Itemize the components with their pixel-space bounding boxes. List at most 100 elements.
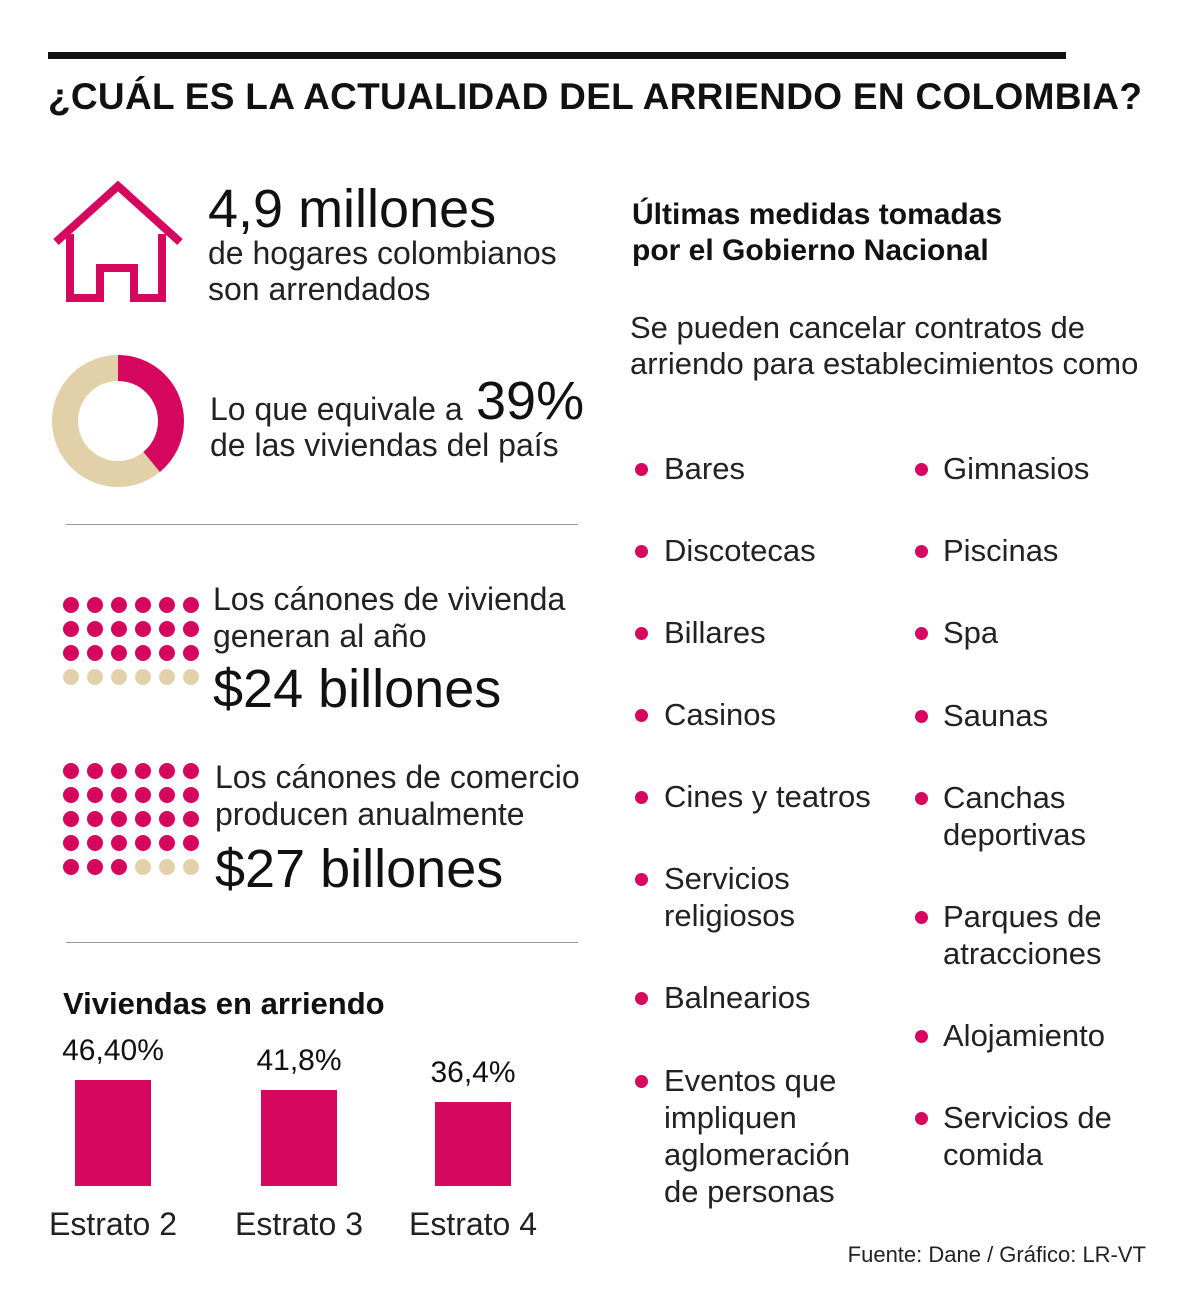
comercio-value: $27 billones [215,839,504,899]
list-item-line: deportivas [943,817,1087,852]
list-item-line: Servicios de [943,1100,1112,1135]
list-item: Balnearios [664,979,810,1016]
porcentaje-line1: Lo que equivale a [210,391,463,427]
list-item: Bares [664,450,745,487]
dot-filled [87,621,103,637]
medidas-title-line1: Últimas medidas tomadas [632,198,1003,231]
house-icon [53,180,183,302]
bar-value-label: 41,8% [256,1044,342,1078]
medidas-intro: Se pueden cancelar contratos de arriendo… [630,310,1138,382]
dot-filled [87,787,103,803]
list-item: Eventos que impliquen aglomeración de perso… [664,1062,850,1210]
list-item-line: Bares [664,451,745,486]
dot-filled [135,621,151,637]
medidas-intro-line2: arriendo para establecimientos como [630,346,1139,381]
list-item-line: Parques de [943,899,1102,934]
dot-filled [111,645,127,661]
dot-filled [159,597,175,613]
bullet-icon [635,791,648,804]
bullet-icon [915,792,928,805]
hogares-line2: son arrendados [208,271,431,307]
bullet-icon [915,911,928,924]
vivienda-line2: generan al año [213,618,427,654]
dot-filled [111,763,127,779]
bullet-icon [915,627,928,640]
comercio-dot-matrix [63,763,199,875]
dot-empty [87,669,103,685]
list-item-line: Spa [943,615,999,650]
comercio-line2: producen anualmente [215,796,525,832]
dot-filled [111,859,127,875]
list-item: Discotecas [664,532,816,569]
divider-1 [66,524,578,525]
list-item-line: impliquen [664,1100,797,1135]
dot-empty [159,669,175,685]
dot-filled [63,859,79,875]
dot-filled [135,597,151,613]
dot-filled [135,763,151,779]
dot-filled [183,621,199,637]
source-note: Fuente: Dane / Gráfico: LR-VT [847,1242,1146,1267]
list-item-line: Eventos que [664,1063,837,1098]
medidas-intro-line1: Se pueden cancelar contratos de [630,310,1085,345]
list-item: Spa [943,614,998,651]
list-item: Servicios religiosos [664,860,795,934]
bullet-icon [635,627,648,640]
list-item-line: Balnearios [664,980,811,1015]
bullet-icon [915,463,928,476]
list-item: Gimnasios [943,450,1089,487]
dot-filled [135,787,151,803]
list-item-line: religiosos [664,898,795,933]
dot-filled [63,835,79,851]
dot-empty [159,859,175,875]
bullet-icon [635,463,648,476]
dot-filled [111,835,127,851]
list-item: Billares [664,614,766,651]
dot-empty [183,859,199,875]
bar-value-label: 46,40% [62,1033,164,1067]
list-item: Alojamiento [943,1017,1105,1054]
dot-filled [183,597,199,613]
list-item: Cines y teatros [664,778,871,815]
bullet-icon [635,1075,648,1088]
list-item-line: Billares [664,615,766,650]
porcentaje-value: 39% [476,371,585,431]
list-item-line: Casinos [664,697,776,732]
bar-estrato-3 [261,1090,337,1186]
bar-estrato-2 [75,1079,151,1186]
bullet-icon [915,1112,928,1125]
dot-filled [183,835,199,851]
list-item-line: comida [943,1137,1043,1172]
dot-filled [135,835,151,851]
list-item: Canchas deportivas [943,779,1086,853]
vivienda-line1: Los cánones de vivienda [213,581,566,617]
dot-empty [183,669,199,685]
dot-filled [87,835,103,851]
category-label: Estrato 3 [234,1206,364,1242]
dot-filled [159,811,175,827]
list-item: Piscinas [943,532,1058,569]
bullet-icon [635,873,648,886]
dot-filled [87,597,103,613]
list-item: Parques de atracciones [943,898,1102,972]
medidas-title-line2: por el Gobierno Nacional [632,234,989,267]
list-item-line: de personas [664,1174,835,1209]
porcentaje-line2: de las viviendas del país [210,427,559,463]
bullet-icon [915,710,928,723]
dot-filled [183,787,199,803]
dot-filled [159,787,175,803]
chart-title: Viviendas en arriendo [63,986,385,1021]
dot-filled [159,763,175,779]
dot-filled [63,645,79,661]
list-item-line: Discotecas [664,533,816,568]
list-item-line: Canchas [943,780,1066,815]
list-item-line: Gimnasios [943,451,1090,486]
bullet-icon [635,545,648,558]
list-item: Casinos [664,696,776,733]
vivienda-dot-matrix [63,597,199,685]
list-item-line: Cines y teatros [664,779,871,814]
dot-filled [111,621,127,637]
divider-2 [66,942,578,943]
list-item: Saunas [943,697,1048,734]
dot-empty [111,669,127,685]
